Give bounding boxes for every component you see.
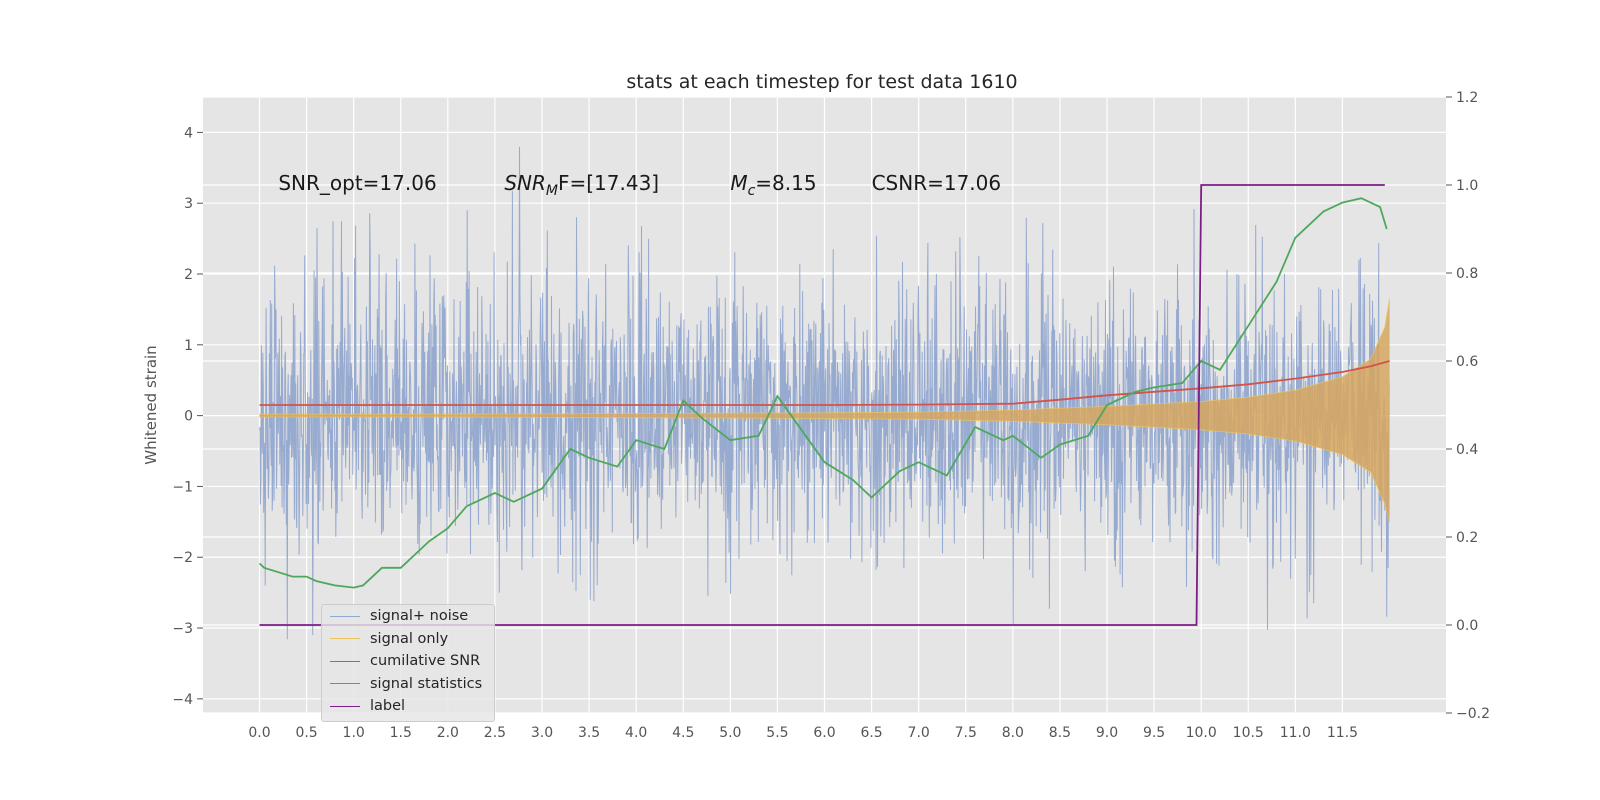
legend-entry: signal only	[322, 628, 494, 651]
x-tick-label: 3.0	[531, 725, 553, 741]
x-tick-label: 5.0	[719, 725, 741, 741]
x-tick-label: 7.0	[908, 725, 930, 741]
series-layer	[258, 146, 1390, 640]
x-tick-label: 8.0	[1002, 725, 1024, 741]
x-tick-label: 4.0	[625, 725, 647, 741]
x-tick-label: 6.5	[860, 725, 882, 741]
annotation-base: SNR	[504, 171, 546, 195]
legend: signal+ noise signal only cumilative SNR si…	[321, 604, 495, 722]
y2-tick-label: −0.2	[1456, 706, 1490, 722]
signal-statistics-line	[258, 197, 1388, 589]
legend-swatch	[330, 660, 360, 662]
y-tick-label: 2	[184, 267, 193, 283]
x-tick-label: 9.0	[1096, 725, 1118, 741]
cumulative-snr-line	[259, 360, 1390, 406]
x-tick-label: 11.5	[1327, 725, 1358, 741]
y2-tick-label: 0.4	[1456, 442, 1478, 458]
x-tick-label: 4.5	[672, 725, 694, 741]
annotation-subscript: c	[748, 183, 756, 199]
x-tick-label: 2.0	[437, 725, 459, 741]
x-tick-label: 11.0	[1280, 725, 1311, 741]
y2-tick-label: 0.8	[1456, 266, 1478, 282]
legend-label: signal statistics	[370, 675, 483, 692]
y-tick-label: −1	[172, 479, 193, 495]
legend-entry: signal+ noise	[322, 605, 494, 628]
legend-swatch	[330, 705, 360, 707]
signal-only-fill	[259, 298, 1390, 522]
x-tick-label: 0.5	[295, 725, 317, 741]
x-tick-label: 1.0	[343, 725, 365, 741]
y2-tick-label: 1.2	[1456, 90, 1478, 106]
legend-label: signal+ noise	[370, 608, 469, 625]
legend-label: signal only	[370, 630, 449, 647]
annotation-rest: =8.15	[755, 171, 816, 195]
x-tick-label: 8.5	[1049, 725, 1071, 741]
legend-swatch	[330, 638, 360, 640]
legend-swatch	[330, 683, 360, 685]
legend-entry: signal statistics	[322, 673, 494, 696]
annotations: SNR_opt=17.06 SNRMF=[17.43] Mc=8.15 CSNR=17…	[278, 171, 1001, 199]
y-tick-label: −2	[172, 550, 193, 566]
y-tick-label: 1	[184, 338, 193, 354]
x-tick-label: 1.5	[390, 725, 412, 741]
y-axis-label: Whitened strain	[142, 345, 160, 464]
legend-entry: label	[322, 695, 494, 718]
y-tick-label: 4	[184, 125, 193, 141]
x-tick-label: 6.0	[813, 725, 835, 741]
y-tick-label: −4	[172, 692, 193, 708]
annotation-base: M	[730, 171, 747, 195]
annotation-rest: F=[17.43]	[558, 171, 659, 195]
legend-swatch	[330, 615, 360, 617]
chart-title: stats at each timestep for test data 161…	[626, 71, 1017, 93]
legend-entry: cumilative SNR	[322, 650, 494, 673]
x-tick-label: 7.5	[955, 725, 977, 741]
x-tick-label: 2.5	[484, 725, 506, 741]
y2-tick-label: 0.0	[1456, 618, 1478, 634]
label-line	[259, 184, 1385, 626]
y2-tick-label: 0.2	[1456, 530, 1478, 546]
x-tick-label: 9.5	[1143, 725, 1165, 741]
annotation-subscript: M	[546, 183, 558, 199]
legend-label: label	[370, 698, 406, 715]
legend-label: cumilative SNR	[370, 653, 481, 670]
y2-tick-label: 0.6	[1456, 354, 1478, 370]
x-tick-label: 10.0	[1186, 725, 1217, 741]
axes: 0.0 0.5 1.0 1.5 2.0 2.5 3.0 3.5 4.0 4.5 5.0 5.5 6.0 6…	[172, 90, 1490, 741]
annotation-snr_opt: SNR_opt=17.06	[278, 171, 436, 195]
x-tick-label: 10.5	[1233, 725, 1264, 741]
x-tick-label: 5.5	[766, 725, 788, 741]
x-tick-label: 3.5	[578, 725, 600, 741]
x-tick-label: 0.0	[248, 725, 270, 741]
y2-tick-label: 1.0	[1456, 178, 1478, 194]
annotation-csnr: CSNR=17.06	[872, 171, 1002, 195]
y-tick-label: −3	[172, 621, 193, 637]
annotation-snr_mf: SNRMF=[17.43]	[504, 171, 659, 199]
y-tick-label: 3	[184, 196, 193, 212]
annotation-mc: Mc=8.15	[730, 171, 816, 199]
y-tick-label: 0	[184, 409, 193, 425]
